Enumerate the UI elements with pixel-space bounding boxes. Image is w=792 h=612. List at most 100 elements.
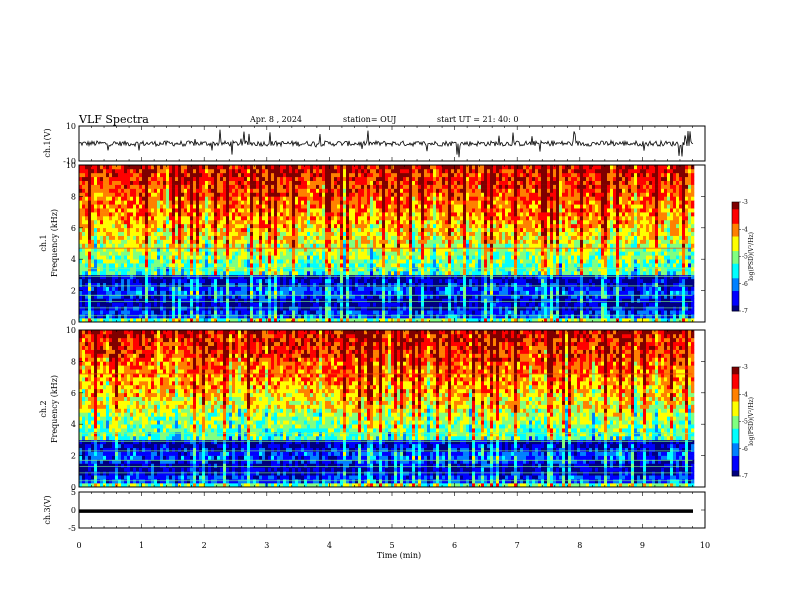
ch1-spectrogram-cell <box>439 302 443 307</box>
ch1-spectrogram-cell <box>280 267 284 272</box>
ch1-spectrogram-cell <box>157 247 161 252</box>
ch1-spectrogram-cell <box>79 310 83 315</box>
ch1-spectrogram-cell <box>361 306 365 311</box>
ch1-spectrogram-cell <box>247 184 251 189</box>
ch1-spectrogram-cell <box>121 219 125 225</box>
ch1-spectrogram-cell <box>349 235 353 240</box>
ch1-spectrogram-cell <box>220 168 224 174</box>
ch1-spectrogram-cell <box>187 294 191 299</box>
ch1-spectrogram-cell <box>247 216 251 221</box>
ch1-spectrogram-cell <box>325 219 329 225</box>
ch1-spectrogram-cell <box>202 196 206 201</box>
ch1-spectrogram-cell <box>337 235 341 240</box>
ch1-spectrogram-cell <box>250 235 254 240</box>
ch1-spectrogram-cell <box>265 259 269 264</box>
ch1-spectrogram-cell <box>400 278 404 284</box>
ch1-spectrogram-cell <box>277 314 281 319</box>
ch1-spectrogram-cell <box>355 294 359 299</box>
ch1-spectrogram-cell <box>103 290 107 295</box>
ch1-spectrogram-cell <box>247 259 251 264</box>
ch1-spectrogram-cell <box>421 235 425 240</box>
ch1-spectrogram-cell <box>136 176 140 181</box>
ch1-spectrogram-cell <box>103 263 107 268</box>
ch1-spectrogram-cell <box>202 270 206 276</box>
ch1-spectrogram-cell <box>373 318 377 322</box>
ch1-spectrogram-cell <box>364 267 368 272</box>
ch1-spectrogram-cell <box>346 239 350 244</box>
ch1-spectrogram-cell <box>127 267 131 272</box>
ch1-spectrogram-cell <box>415 298 419 303</box>
ch1-spectrogram-cell <box>85 231 89 236</box>
ch1-spectrogram-cell <box>277 192 281 197</box>
ch1-spectrogram-cell <box>337 306 341 311</box>
ch1-spectrogram-cell <box>205 294 209 299</box>
ch1-spectrogram-cell <box>409 188 413 193</box>
ch1-spectrogram-cell <box>187 306 191 311</box>
ch1-spectrogram-cell <box>349 306 353 311</box>
ch1-spectrogram-cell <box>139 212 143 217</box>
ch1-spectrogram-cell <box>415 274 419 280</box>
ch1-spectrogram-cell <box>370 235 374 240</box>
ch1-spectrogram-cell <box>355 227 359 233</box>
ch1-spectrogram-cell <box>163 306 167 311</box>
ch1-spectrogram-cell <box>343 231 347 236</box>
ch1-spectrogram-cell <box>274 314 278 319</box>
ch1-spectrogram-cell <box>307 302 311 307</box>
ch1-spectrogram-cell <box>286 290 290 295</box>
ch1-spectrogram-cell <box>199 247 203 252</box>
ch1-spectrogram-cell <box>424 172 428 178</box>
ch1-spectrogram-cell <box>232 243 236 248</box>
ch1-spectrogram-cell <box>100 286 104 291</box>
ch1-spectrogram-cell <box>148 204 152 209</box>
ch1-spectrogram-cell <box>79 204 83 209</box>
ch1-spectrogram-cell <box>127 235 131 240</box>
ch1-spectrogram-cell <box>94 310 98 315</box>
ch1-spectrogram-cell <box>397 219 401 225</box>
ch1-spectrogram-cell <box>226 259 230 264</box>
ch1-spectrogram-cell <box>352 286 356 291</box>
ch1-spectrogram-cell <box>187 204 191 209</box>
ch1-spectrogram-cell <box>91 204 95 209</box>
ch1-spectrogram-cell <box>409 302 413 307</box>
ch1-spectrogram-cell <box>352 172 356 178</box>
ch1-spectrogram-cell <box>340 219 344 225</box>
ch1-spectrogram-cell <box>88 263 92 268</box>
ch1-spectrogram-cell <box>208 184 212 189</box>
ch1-spectrogram-cell <box>364 176 368 181</box>
ch1-spectrogram-cell <box>100 227 104 233</box>
ch1-spectrogram-cell <box>259 196 263 201</box>
ch1-spectrogram-cell <box>154 306 158 311</box>
ch1-spectrogram-cell <box>202 227 206 233</box>
ch1-spectrogram-cell <box>211 267 215 272</box>
ch1-spectrogram-cell <box>394 314 398 319</box>
ch1-spectrogram-cell <box>292 239 296 244</box>
ch1-spectrogram-cell <box>256 310 260 315</box>
ch1-spectrogram-cell <box>193 192 197 197</box>
ch1-spectrogram-cell <box>217 184 221 189</box>
ch1-spectrogram-cell <box>298 192 302 197</box>
ch1-spectrogram-cell <box>103 188 107 193</box>
ch1-spectrogram-cell <box>178 259 182 264</box>
ch1-spectrogram-cell <box>391 247 395 252</box>
ch1-spectrogram-cell <box>265 282 269 287</box>
ch1-spectrogram-cell <box>265 270 269 276</box>
ch1-spectrogram-cell <box>169 239 173 244</box>
ch1-spectrogram-cell <box>313 200 317 205</box>
ch1-spectrogram-cell <box>193 310 197 315</box>
ch1-spectrogram-cell <box>82 263 86 268</box>
ch1-spectrogram-cell <box>196 314 200 319</box>
ch1-spectrogram-cell <box>334 223 338 229</box>
ch1-spectrogram-cell <box>376 239 380 244</box>
ch1-spectrogram-cell <box>442 267 446 272</box>
ch1-spectrogram-cell <box>355 318 359 322</box>
ch1-spectrogram-cell <box>331 192 335 197</box>
ch1-spectrogram-cell <box>328 314 332 319</box>
ch1-spectrogram-cell <box>304 165 308 170</box>
ch1-spectrogram-cell <box>193 298 197 303</box>
ch1-spectrogram-cell <box>427 282 431 287</box>
ch1-spectrogram-cell <box>316 235 320 240</box>
ch1-spectrogram-cell <box>247 302 251 307</box>
ch1-spectrogram-cell <box>337 298 341 303</box>
ch1-spectrogram-cell <box>439 263 443 268</box>
ch1-spectrogram-cell <box>358 247 362 252</box>
